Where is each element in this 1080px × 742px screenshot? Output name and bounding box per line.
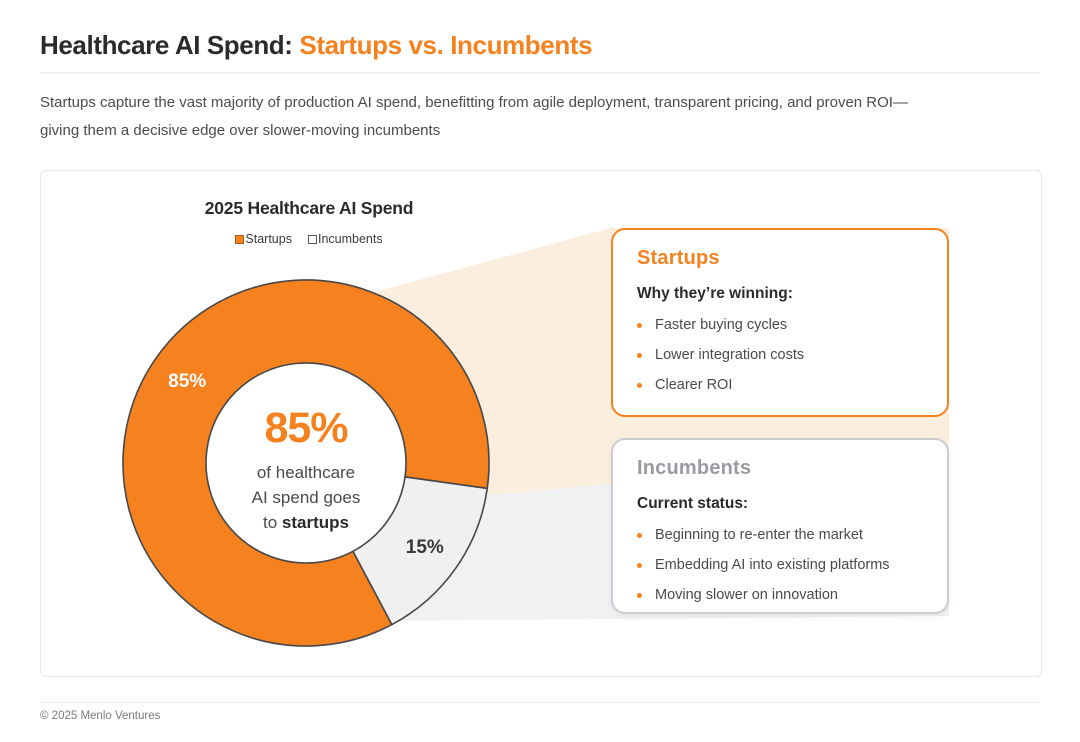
- bullet-dot-icon: [637, 353, 642, 358]
- donut-slice-incumbents: [351, 476, 489, 626]
- chart-title: 2025 Healthcare AI Spend: [204, 198, 414, 218]
- page-subtitle: Startups capture the vast majority of pr…: [40, 89, 1050, 145]
- list-item: Clearer ROI: [637, 376, 933, 395]
- chart-header: 2025 Healthcare AI Spend Startups Incumb…: [41, 198, 577, 249]
- legend-item-incumbents: Incumbents: [307, 232, 383, 246]
- list-item: Faster buying cycles: [637, 316, 933, 335]
- legend-item-startups: Startups: [235, 232, 292, 246]
- bullet-dot-icon: [637, 533, 642, 538]
- list-item: Lower integration costs: [637, 346, 933, 365]
- list-item: Embedding AI into existing platforms: [637, 556, 933, 575]
- legend-label-incumbents: Incumbents: [317, 232, 383, 246]
- startups-card-subheading: Why they’re winning:: [637, 285, 793, 302]
- donut-center-value: 85%: [264, 404, 348, 452]
- chart-legend: Startups Incumbents: [235, 232, 383, 246]
- donut-center-line-3: to startups: [263, 513, 349, 532]
- incumbents-bullet-list: Beginning to re-enter the market Embeddi…: [637, 526, 933, 605]
- legend-label-startups: Startups: [245, 232, 292, 246]
- incumbents-card: Incumbents Current status: Beginning to …: [611, 438, 949, 614]
- copyright-text: © 2025 Menlo Ventures: [40, 710, 161, 722]
- startups-card: Startups Why they’re winning: Faster buy…: [611, 228, 949, 417]
- slice-label-incumbents: 15%: [406, 537, 444, 558]
- subtitle-line-2: giving them a decisive edge over slower-…: [40, 122, 441, 139]
- startups-card-heading: Startups: [637, 247, 720, 269]
- list-item: Moving slower on innovation: [637, 586, 933, 605]
- bullet-dot-icon: [637, 323, 642, 328]
- bullet-dot-icon: [637, 383, 642, 388]
- donut-slice-startups: [122, 279, 490, 647]
- legend-swatch-incumbents: [307, 234, 317, 244]
- slice-label-startups: 85%: [168, 371, 206, 392]
- header-divider: [40, 72, 1040, 74]
- donut-center-startups-bold: startups: [281, 513, 349, 532]
- footer-divider: [40, 702, 1040, 703]
- bullet-dot-icon: [637, 563, 642, 568]
- page-title-accent: Startups vs. Incumbents: [299, 30, 593, 60]
- chart-panel: 2025 Healthcare AI Spend Startups Incumb…: [40, 170, 1042, 677]
- incumbents-card-heading: Incumbents: [637, 457, 752, 479]
- subtitle-line-1: Startups capture the vast majority of pr…: [40, 94, 908, 111]
- page-title-dark: Healthcare AI Spend:: [40, 30, 300, 60]
- donut-center-label: 85% of healthcare AI spend goes to start…: [181, 407, 431, 535]
- bullet-dot-icon: [637, 593, 642, 598]
- donut-chart: 85% 15%: [122, 279, 490, 647]
- list-item: Beginning to re-enter the market: [637, 526, 933, 545]
- incumbents-card-subheading: Current status:: [637, 495, 749, 512]
- legend-swatch-startups: [235, 234, 245, 244]
- page-title: Healthcare AI Spend: Startups vs. Incumb…: [40, 30, 593, 61]
- startups-bullet-list: Faster buying cycles Lower integration c…: [637, 316, 933, 395]
- donut-center-line-1: of healthcare: [256, 463, 356, 482]
- donut-center-line-2: AI spend goes: [251, 488, 361, 507]
